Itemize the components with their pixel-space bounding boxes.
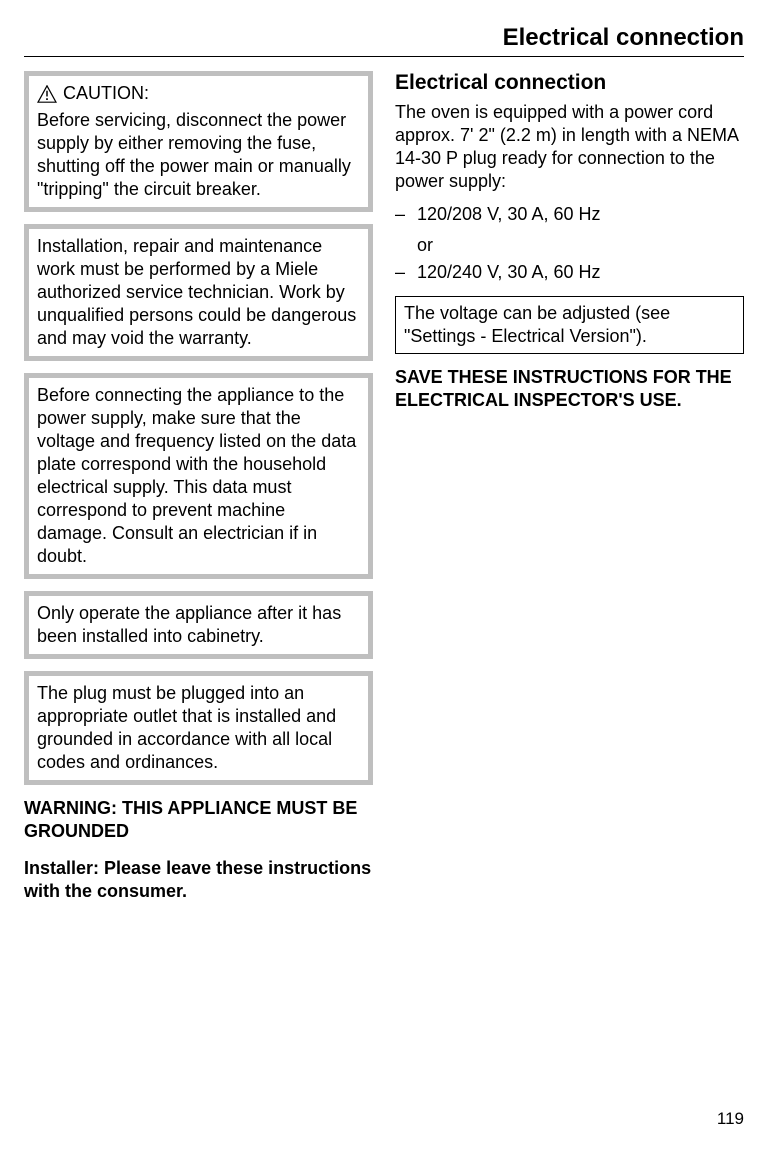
spec-or: or [395,234,744,257]
intro-paragraph: The oven is equipped with a power cord a… [395,101,744,193]
page-number: 119 [717,1109,744,1129]
caution-label: CAUTION: [63,82,149,105]
content-columns: CAUTION: Before servicing, disconnect th… [24,71,744,903]
spec-item-1: – 120/208 V, 30 A, 60 Hz [395,203,744,226]
title-divider [24,56,744,57]
page-title: Electrical connection [24,24,744,52]
caution-header: CAUTION: [37,82,149,105]
outlet-box: The plug must be plugged into an appropr… [24,671,373,785]
save-instructions: SAVE THESE INSTRUCTIONS FOR THE ELECTRIC… [395,366,744,412]
spec-text: 120/208 V, 30 A, 60 Hz [417,203,600,226]
spec-text: 120/240 V, 30 A, 60 Hz [417,261,600,284]
cabinetry-box: Only operate the appliance after it has … [24,591,373,659]
caution-body: Before servicing, disconnect the power s… [37,109,360,201]
caution-box: CAUTION: Before servicing, disconnect th… [24,71,373,212]
grounded-warning: WARNING: THIS APPLIANCE MUST BE GROUNDED [24,797,373,843]
section-heading: Electrical connection [395,71,744,95]
service-technician-box: Installation, repair and maintenance wor… [24,224,373,361]
voltage-note-box: The voltage can be adjusted (see "Settin… [395,296,744,354]
installer-note: Installer: Please leave these instructio… [24,857,373,903]
spec-item-2: – 120/240 V, 30 A, 60 Hz [395,261,744,284]
list-dash: – [395,261,417,284]
list-dash: – [395,203,417,226]
left-column: CAUTION: Before servicing, disconnect th… [24,71,373,903]
spec-list: – 120/208 V, 30 A, 60 Hz or – 120/240 V,… [395,203,744,284]
warning-triangle-icon [37,85,57,103]
voltage-check-box: Before connecting the appliance to the p… [24,373,373,579]
right-column: Electrical connection The oven is equipp… [395,71,744,903]
